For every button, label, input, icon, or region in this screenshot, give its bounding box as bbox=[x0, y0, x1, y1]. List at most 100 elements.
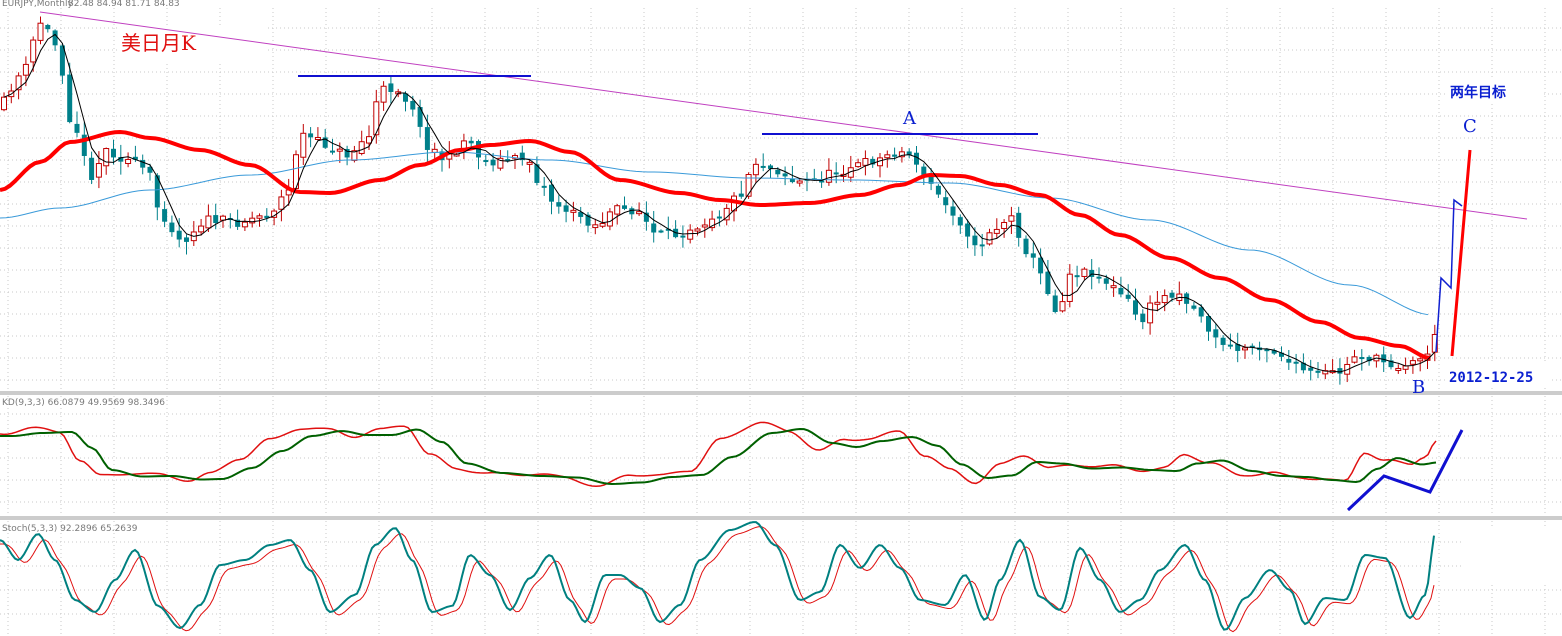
candle-down bbox=[789, 178, 795, 183]
candle-up bbox=[592, 224, 599, 229]
candle-down bbox=[1191, 305, 1197, 309]
label-B: B bbox=[1412, 377, 1425, 398]
candle-down bbox=[1388, 360, 1394, 368]
candle-up bbox=[745, 173, 752, 197]
candle-down bbox=[629, 208, 635, 215]
candle-up bbox=[300, 132, 307, 158]
candle-down bbox=[549, 184, 554, 202]
candle-up bbox=[636, 211, 643, 215]
stoch-value-box bbox=[1464, 526, 1562, 582]
kd-d-line bbox=[0, 428, 1437, 486]
candle-down bbox=[556, 202, 562, 207]
candle-down bbox=[169, 222, 175, 233]
candle-down bbox=[658, 230, 664, 233]
candle-down bbox=[1030, 253, 1036, 258]
candle-down bbox=[1045, 271, 1051, 295]
candle-down bbox=[921, 166, 927, 175]
candle-down bbox=[162, 209, 168, 222]
candle-down bbox=[1118, 287, 1124, 295]
candle-down bbox=[651, 223, 657, 233]
candle-up bbox=[249, 217, 256, 224]
candle-up bbox=[898, 151, 905, 158]
candle-down bbox=[972, 235, 978, 246]
candle-up bbox=[1417, 358, 1424, 362]
chart-title: 美日月K bbox=[121, 31, 197, 55]
candle-down bbox=[308, 133, 314, 138]
candle-down bbox=[870, 158, 876, 165]
candle-up bbox=[358, 141, 365, 154]
candle-down bbox=[1125, 294, 1131, 299]
candle-down bbox=[833, 172, 839, 175]
candle-up bbox=[380, 85, 387, 103]
candle-down bbox=[154, 175, 160, 208]
candle-up bbox=[701, 224, 708, 228]
candle-down bbox=[1315, 370, 1321, 373]
candle-up bbox=[336, 148, 343, 152]
trendline-resistance bbox=[39, 11, 1528, 220]
candle-down bbox=[1359, 357, 1365, 360]
candle-down bbox=[782, 173, 788, 177]
target-box bbox=[1446, 80, 1542, 104]
kd-panel bbox=[0, 421, 1464, 512]
candle-down bbox=[483, 160, 489, 163]
candle-up bbox=[1, 96, 7, 111]
candle-up bbox=[1081, 268, 1088, 277]
candle-down bbox=[1366, 356, 1372, 362]
candle-down bbox=[578, 212, 584, 217]
candle-down bbox=[819, 180, 825, 183]
candle-down bbox=[140, 160, 146, 168]
candle-down bbox=[330, 150, 335, 153]
candle-down bbox=[1089, 269, 1095, 277]
candle-up bbox=[205, 215, 212, 229]
candle-down bbox=[1016, 212, 1022, 238]
candle-up bbox=[687, 229, 694, 240]
stoch-main-line bbox=[0, 521, 1435, 631]
candle-down bbox=[1264, 349, 1270, 352]
candle-down bbox=[1213, 329, 1219, 338]
label-date: 2012-12-25 bbox=[1449, 370, 1533, 386]
candle-up bbox=[1147, 302, 1154, 324]
candle-down bbox=[1249, 345, 1255, 348]
candle-up bbox=[986, 232, 993, 245]
candle-up bbox=[1395, 367, 1402, 371]
candle-down bbox=[264, 215, 270, 219]
candle-down bbox=[1235, 343, 1241, 351]
candle-up bbox=[256, 215, 263, 219]
candle-up bbox=[497, 157, 504, 169]
candle-up bbox=[95, 163, 102, 178]
candle-down bbox=[89, 157, 95, 180]
candle-up bbox=[37, 22, 44, 41]
candle-down bbox=[622, 205, 627, 209]
kd-projection bbox=[1346, 429, 1464, 512]
candle-up bbox=[599, 223, 606, 227]
candle-up bbox=[1008, 215, 1015, 222]
candle-down bbox=[344, 148, 350, 158]
candle-down bbox=[111, 148, 116, 158]
candle-down bbox=[585, 214, 591, 226]
candle-down bbox=[950, 206, 956, 216]
projection-path bbox=[1435, 198, 1463, 353]
candle-down bbox=[1271, 350, 1277, 354]
kd-label: KD(9,3,3) 66.0879 49.9569 98.3496 bbox=[2, 398, 165, 408]
ma-long-blue bbox=[0, 151, 1429, 316]
candle-down bbox=[213, 215, 219, 224]
candle-down bbox=[1023, 238, 1029, 255]
candle-down bbox=[1220, 337, 1226, 345]
candle-up bbox=[314, 136, 321, 140]
candle-up bbox=[1059, 301, 1066, 312]
candle-down bbox=[760, 165, 766, 168]
candle-down bbox=[1279, 352, 1284, 357]
candle-down bbox=[906, 151, 912, 156]
candle-down bbox=[118, 157, 124, 162]
candle-up bbox=[570, 209, 577, 213]
candle-up bbox=[526, 161, 533, 165]
candle-down bbox=[410, 100, 416, 110]
stoch-panel bbox=[0, 521, 1435, 633]
projection-up bbox=[1450, 149, 1472, 357]
candle-down bbox=[928, 173, 934, 184]
candle-down bbox=[424, 127, 430, 150]
candle-down bbox=[1184, 293, 1190, 304]
candle-down bbox=[563, 205, 569, 212]
candle-down bbox=[1103, 278, 1109, 284]
candle-up bbox=[1161, 295, 1168, 304]
